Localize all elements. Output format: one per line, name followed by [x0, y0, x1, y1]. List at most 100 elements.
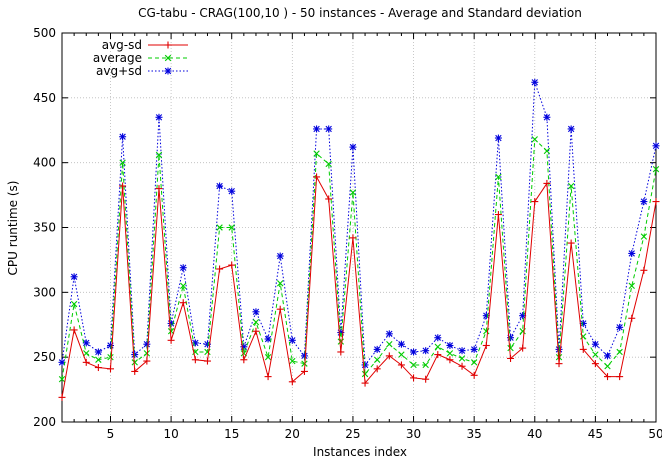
y-tick-label: 350 — [33, 221, 56, 235]
data-point — [167, 336, 175, 344]
series-average — [58, 136, 660, 383]
data-point — [325, 125, 333, 133]
data-point — [652, 142, 660, 150]
data-point — [95, 356, 102, 363]
data-point — [543, 179, 551, 187]
data-point — [94, 364, 102, 372]
data-point — [143, 357, 151, 365]
data-point — [555, 360, 563, 368]
legend-entry: avg-sd — [102, 38, 188, 52]
legend-label: average — [93, 51, 142, 65]
data-point — [398, 351, 405, 358]
data-point — [58, 376, 66, 383]
data-point — [179, 299, 187, 307]
data-point — [203, 357, 211, 365]
data-point — [652, 165, 660, 173]
data-point — [228, 187, 236, 195]
data-point — [288, 336, 296, 344]
data-point — [119, 159, 126, 166]
data-point — [216, 224, 223, 231]
data-point — [58, 393, 66, 401]
axes: 200 250 300 350 400 450 500 5 10 15 20 25 30 35 40 45 50 — [33, 26, 662, 441]
x-tick-label: 30 — [406, 427, 421, 441]
data-point — [180, 282, 187, 290]
data-point — [410, 348, 418, 356]
x-tick-label: 40 — [527, 427, 542, 441]
data-point — [349, 143, 357, 151]
data-point — [434, 351, 442, 359]
legend-marker — [164, 67, 172, 75]
data-point — [591, 360, 599, 368]
data-point — [289, 357, 296, 365]
data-point — [264, 353, 272, 361]
x-tick-label: 25 — [345, 427, 360, 441]
data-point — [616, 348, 623, 356]
data-point — [94, 348, 102, 356]
legend-entry: avg+sd — [96, 64, 188, 78]
x-axis-label: Instances index — [313, 445, 407, 459]
data-point — [313, 150, 320, 157]
legend-label: avg+sd — [96, 64, 142, 78]
data-point — [70, 300, 78, 308]
chart-title: CG-tabu - CRAG(100,10 ) - 50 instances -… — [138, 6, 582, 20]
y-tick-label: 450 — [33, 91, 56, 105]
data-point — [422, 375, 430, 383]
data-point — [604, 373, 612, 381]
data-point — [313, 173, 321, 181]
y-tick-label: 200 — [33, 415, 56, 429]
data-point — [482, 341, 490, 349]
data-point — [252, 318, 260, 326]
data-point — [325, 195, 333, 203]
data-point — [470, 371, 478, 379]
data-point — [228, 224, 235, 231]
y-tick-label: 250 — [33, 350, 56, 364]
data-point — [495, 173, 502, 181]
data-point — [616, 373, 624, 381]
y-tick-label: 500 — [33, 26, 56, 40]
series-group — [58, 78, 660, 401]
data-point — [119, 182, 127, 190]
data-point — [228, 261, 236, 269]
data-point — [519, 344, 527, 352]
data-point — [276, 252, 284, 260]
data-point — [434, 343, 441, 350]
data-point — [277, 280, 284, 287]
x-tick-label: 45 — [588, 427, 603, 441]
data-point — [628, 249, 636, 257]
data-point — [361, 379, 369, 387]
data-point — [337, 338, 345, 345]
data-point — [458, 362, 466, 370]
data-point — [143, 350, 151, 357]
data-point — [591, 340, 599, 348]
data-point — [337, 348, 345, 356]
data-point — [300, 367, 308, 375]
data-point — [131, 367, 139, 375]
data-point — [567, 182, 575, 190]
data-point — [361, 361, 369, 369]
data-point — [531, 198, 539, 206]
data-point — [494, 211, 502, 219]
data-point — [252, 308, 260, 316]
data-point — [349, 234, 357, 242]
data-point — [300, 352, 308, 360]
data-point — [106, 341, 114, 349]
data-point — [652, 198, 660, 206]
data-point — [276, 305, 284, 313]
data-point — [458, 347, 466, 355]
data-point — [179, 264, 187, 272]
x-tick-label: 15 — [224, 427, 239, 441]
data-point — [604, 363, 611, 370]
data-point — [155, 185, 163, 193]
series-line — [61, 138, 657, 380]
data-point — [191, 339, 199, 347]
data-point — [155, 113, 163, 121]
data-point — [531, 78, 539, 86]
y-tick-label: 300 — [33, 285, 56, 299]
data-point — [70, 326, 78, 334]
data-point — [361, 370, 369, 378]
data-point — [373, 356, 381, 363]
y-axis-label: CPU runtime (s) — [6, 181, 20, 276]
data-point — [264, 373, 272, 381]
